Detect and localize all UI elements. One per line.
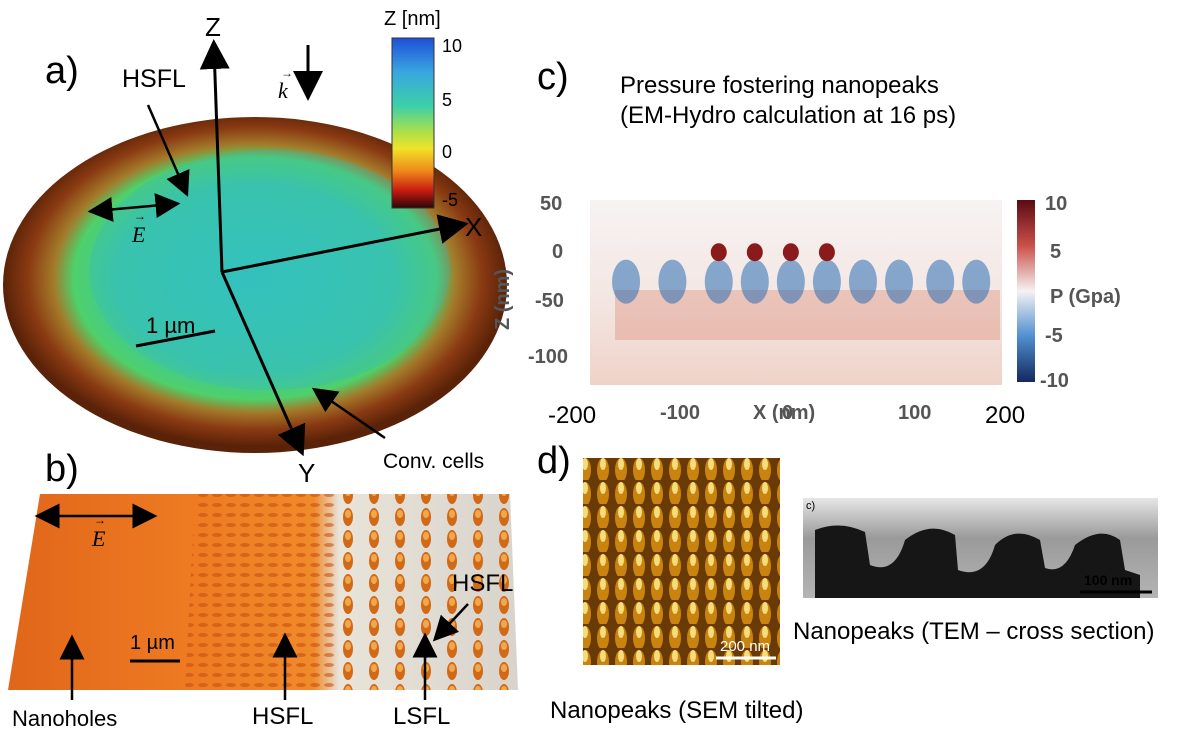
pressure-blob-negative [885,259,913,304]
scale-label-b: 1 µm [130,632,175,654]
y-tick: 50 [540,193,563,215]
pressure-blob-negative [658,259,687,304]
pressure-blob-positive [710,243,727,262]
hsfl-label-b: HSFL [252,703,314,730]
x-tick: -200 [548,402,597,429]
z-axis [199,39,230,273]
pressure-blob-negative [812,259,841,304]
y-tick: -100 [528,346,569,368]
pressure-blob-positive [746,243,763,262]
panel-b-label: b) [45,448,79,490]
scale-bar-a [135,329,216,348]
z-axis-label: Z [205,12,221,42]
conv-cells-label: Conv. cells [383,450,485,473]
pressure-colorbar-label: P (Gpa) [1040,286,1121,309]
efield-label-a: E [132,222,146,247]
tem-corner-label: c) [806,500,816,512]
y-tick: 0 [552,241,564,263]
x-axis-label: X [465,212,483,242]
panel-c-title-line2: (EM-Hydro calculation at 16 ps) [620,102,957,129]
colorbar-tick-c: -5 [1045,325,1063,347]
nanoholes-label: Nanoholes [12,706,118,731]
panel-c-title-line1: Pressure fostering nanopeaks [620,72,939,99]
x-axis [221,214,469,274]
pressure-blob-negative [740,259,769,304]
x-tick: 100 [898,402,932,424]
y-axis-label: Y [298,458,316,488]
panel-d-label: d) [537,440,571,482]
colorbar-title-a: Z [nm] [384,8,441,30]
x-tick: 0 [782,402,794,424]
panel-c-label: c) [537,56,569,98]
pressure-blob-negative [926,259,955,304]
vector-arrow-icon: → [134,209,146,223]
colorbar-tick: -5 [442,190,459,210]
pressure-blob-negative [776,259,805,304]
efield-arrow-a [87,193,181,222]
pressure-blob-negative [704,259,733,304]
sem-scale-label: 200 nm [720,638,771,655]
z-colorbar [391,37,435,209]
colorbar-tick: 10 [442,36,463,56]
sem-image [583,458,780,665]
pressure-blob-negative [848,259,877,304]
lsfl-label: LSFL [393,703,451,730]
scale-label-a: 1 µm [146,313,196,338]
wavevector-label: k [278,78,288,103]
hsfl-label-a: HSFL [122,65,186,93]
x-tick: 200 [985,402,1026,429]
panel-a-label: a) [45,50,79,92]
tem-scale-label: 100 nm [1084,572,1133,588]
colorbar-tick: 0 [442,142,453,162]
colorbar-tick-c: 10 [1045,193,1068,215]
colorbar-tick: 5 [442,90,453,110]
efield-label-b: E [92,526,106,551]
pressure-blob-positive [782,243,799,262]
pressure-blob-positive [818,243,835,262]
sem-caption: Nanopeaks (SEM tilted) [550,697,804,724]
vector-arrow-icon: → [281,66,293,80]
colorbar-tick-c: 5 [1050,241,1062,263]
colorbar-tick-c: -10 [1040,370,1069,392]
pressure-blob-negative [962,259,991,304]
vector-arrow-icon: → [94,513,106,527]
y-tick: -50 [535,290,564,312]
heatmap-xlabel: X (nm) [753,402,816,424]
pressure-blob-negative [612,259,641,304]
x-tick: -100 [660,402,701,424]
tem-caption: Nanopeaks (TEM – cross section) [793,618,1155,645]
tem-dark-profile [815,525,1140,598]
hsfl-label-b-right: HSFL [452,570,514,597]
y-axis [220,271,306,457]
pressure-colorbar [1017,200,1035,382]
